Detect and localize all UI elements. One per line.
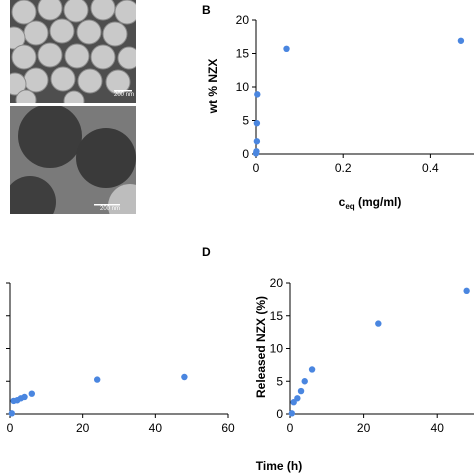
- chart-b-point: [283, 45, 290, 53]
- chart-d-point: [463, 287, 470, 295]
- tem-scale-bar: [94, 204, 120, 206]
- chart-b-point: [457, 37, 465, 44]
- chart-c-point: [21, 393, 28, 401]
- chart-c-xtick-label: 40: [149, 421, 163, 435]
- chart-d-point: [297, 387, 305, 395]
- chart-d-point: [375, 320, 382, 327]
- chart-d-ylabel: Released NZX (%): [254, 296, 268, 398]
- chart-c-point: [8, 410, 16, 417]
- chart-d-point: [294, 395, 301, 402]
- chart-b-xlabel: ceq (mg/ml): [339, 195, 402, 211]
- chart-d-xlabel: Time (h): [256, 459, 302, 473]
- chart-b-ytick-label: 20: [236, 13, 250, 27]
- chart-d-ytick-label: 5: [276, 374, 283, 388]
- chart-d-xtick-label: 20: [357, 421, 371, 435]
- chart-b-ytick-label: 10: [236, 80, 250, 94]
- chart-b-xtick-label: 0.4: [422, 161, 439, 175]
- chart-d-xtick-label: 0: [287, 421, 294, 435]
- chart-d-ytick-label: 0: [276, 407, 283, 421]
- chart-c-xtick-label: 60: [221, 421, 235, 435]
- chart-b-ytick-label: 15: [236, 47, 250, 61]
- chart-b-ylabel: wt % NZX: [206, 59, 220, 115]
- chart-b-point: [253, 119, 261, 127]
- panel-letter-b: B: [202, 3, 211, 17]
- panel-letter-d: D: [202, 245, 211, 259]
- chart-b-point: [254, 91, 261, 98]
- tem-scalebar-label: 200 nm: [100, 206, 121, 212]
- chart-d-point: [288, 410, 296, 417]
- sem-scalebar-label: 200 nm: [114, 92, 135, 98]
- chart-d-ytick-label: 20: [270, 276, 284, 290]
- tem-particles-image: [10, 106, 136, 214]
- sem-micrograph: 200 nm: [10, 0, 136, 103]
- chart-d-point: [301, 378, 308, 385]
- chart-b-ytick-label: 0: [242, 147, 249, 161]
- chart-b-xtick-label: 0.2: [335, 161, 352, 175]
- sem-particles-image: [10, 0, 136, 103]
- chart-b-ytick-label: 5: [242, 114, 249, 128]
- sem-scale-bar: [114, 90, 132, 92]
- chart-c-point: [28, 390, 35, 397]
- chart-d-point: [308, 366, 316, 373]
- chart-c-xtick-label: 0: [7, 421, 14, 435]
- tem-micrograph: 200 nm: [10, 106, 136, 214]
- chart-c-point: [94, 376, 101, 383]
- chart-b-point: [253, 148, 260, 155]
- chart-d-xtick-label: 40: [431, 421, 445, 435]
- chart-c-xtick-label: 20: [76, 421, 90, 435]
- chart-b-point: [253, 138, 261, 145]
- chart-d-ytick-label: 10: [270, 342, 284, 356]
- chart-b-xtick-label: 0: [253, 161, 260, 175]
- chart-c-point: [181, 373, 188, 381]
- chart-d-ytick-label: 15: [270, 309, 284, 323]
